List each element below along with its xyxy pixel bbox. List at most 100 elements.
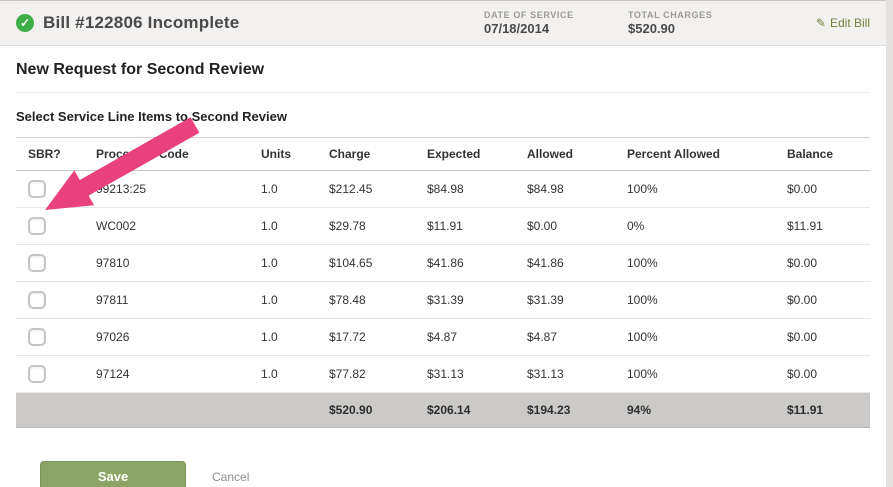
save-button[interactable]: Save bbox=[40, 461, 186, 487]
charge-cell: $17.72 bbox=[317, 318, 415, 356]
charge-cell: $212.45 bbox=[317, 170, 415, 208]
percent-allowed-cell: 100% bbox=[615, 281, 775, 319]
table-header: SBR? Procedure Code Units Charge Expecte… bbox=[16, 137, 870, 171]
service-line-items-table: SBR? Procedure Code Units Charge Expecte… bbox=[16, 137, 870, 428]
charge-cell: $78.48 bbox=[317, 281, 415, 319]
balance-cell: $0.00 bbox=[775, 281, 870, 319]
sbr-cell bbox=[16, 318, 84, 356]
totals-empty-procedure bbox=[84, 392, 249, 428]
col-header-charge: Charge bbox=[317, 137, 415, 171]
charge-cell: $77.82 bbox=[317, 355, 415, 393]
allowed-cell: $31.39 bbox=[515, 281, 615, 319]
procedure-code-cell: WC002 bbox=[84, 207, 249, 245]
pencil-icon: ✎ bbox=[815, 16, 826, 30]
section-subtitle: Select Service Line Items to Second Revi… bbox=[16, 109, 287, 124]
sbr-cell bbox=[16, 355, 84, 393]
units-cell: 1.0 bbox=[249, 244, 317, 282]
expected-cell: $41.86 bbox=[415, 244, 515, 282]
totals-expected: $206.14 bbox=[415, 392, 515, 428]
check-circle-icon: ✓ bbox=[16, 14, 34, 32]
table-row: 97026 1.0 $17.72 $4.87 $4.87 100% $0.00 bbox=[16, 318, 870, 356]
balance-cell: $0.00 bbox=[775, 318, 870, 356]
col-header-allowed: Allowed bbox=[515, 137, 615, 171]
expected-cell: $84.98 bbox=[415, 170, 515, 208]
totals-percent-allowed: 94% bbox=[615, 392, 775, 428]
sbr-checkbox[interactable] bbox=[28, 291, 46, 309]
col-header-procedure-code: Procedure Code bbox=[84, 137, 249, 171]
col-header-expected: Expected bbox=[415, 137, 515, 171]
units-cell: 1.0 bbox=[249, 281, 317, 319]
edit-bill-label: Edit Bill bbox=[829, 16, 870, 30]
percent-allowed-cell: 0% bbox=[615, 207, 775, 245]
sbr-cell bbox=[16, 207, 84, 245]
table-row: 97811 1.0 $78.48 $31.39 $31.39 100% $0.0… bbox=[16, 281, 870, 319]
allowed-cell: $4.87 bbox=[515, 318, 615, 356]
bill-title-group: ✓ Bill #122806 Incomplete bbox=[16, 13, 484, 33]
procedure-code-cell: 97026 bbox=[84, 318, 249, 356]
expected-cell: $31.13 bbox=[415, 355, 515, 393]
table-row: 97124 1.0 $77.82 $31.13 $31.13 100% $0.0… bbox=[16, 355, 870, 393]
allowed-cell: $0.00 bbox=[515, 207, 615, 245]
sbr-cell bbox=[16, 281, 84, 319]
col-header-percent-allowed: Percent Allowed bbox=[615, 137, 775, 171]
sbr-checkbox[interactable] bbox=[28, 217, 46, 235]
percent-allowed-cell: 100% bbox=[615, 244, 775, 282]
table-row: 97810 1.0 $104.65 $41.86 $41.86 100% $0.… bbox=[16, 244, 870, 282]
totals-balance: $11.91 bbox=[775, 392, 870, 428]
expected-cell: $11.91 bbox=[415, 207, 515, 245]
units-cell: 1.0 bbox=[249, 207, 317, 245]
allowed-cell: $84.98 bbox=[515, 170, 615, 208]
sbr-checkbox[interactable] bbox=[28, 328, 46, 346]
sbr-checkbox[interactable] bbox=[28, 254, 46, 272]
totals-allowed: $194.23 bbox=[515, 392, 615, 428]
charge-cell: $104.65 bbox=[317, 244, 415, 282]
units-cell: 1.0 bbox=[249, 170, 317, 208]
expected-cell: $4.87 bbox=[415, 318, 515, 356]
total-charges-label: TOTAL CHARGES bbox=[628, 10, 713, 20]
allowed-cell: $31.13 bbox=[515, 355, 615, 393]
totals-charge: $520.90 bbox=[317, 392, 415, 428]
date-of-service-block: DATE OF SERVICE 07/18/2014 bbox=[484, 10, 628, 36]
units-cell: 1.0 bbox=[249, 355, 317, 393]
percent-allowed-cell: 100% bbox=[615, 318, 775, 356]
col-header-units: Units bbox=[249, 137, 317, 171]
balance-cell: $11.91 bbox=[775, 207, 870, 245]
procedure-code-cell: 97124 bbox=[84, 355, 249, 393]
procedure-code-cell: 99213:25 bbox=[84, 170, 249, 208]
balance-cell: $0.00 bbox=[775, 244, 870, 282]
total-charges-block: TOTAL CHARGES $520.90 bbox=[628, 10, 772, 36]
procedure-code-cell: 97811 bbox=[84, 281, 249, 319]
total-charges-value: $520.90 bbox=[628, 21, 675, 36]
edit-bill-link[interactable]: ✎ Edit Bill bbox=[816, 16, 870, 30]
expected-cell: $31.39 bbox=[415, 281, 515, 319]
totals-empty-sbr bbox=[16, 392, 84, 428]
charge-cell: $29.78 bbox=[317, 207, 415, 245]
table-row: 99213:25 1.0 $212.45 $84.98 $84.98 100% … bbox=[16, 170, 870, 208]
totals-row: $520.90 $206.14 $194.23 94% $11.91 bbox=[16, 392, 870, 428]
col-header-sbr: SBR? bbox=[16, 137, 84, 171]
cancel-link[interactable]: Cancel bbox=[212, 469, 250, 484]
sbr-checkbox[interactable] bbox=[28, 180, 46, 198]
totals-empty-units bbox=[249, 392, 317, 428]
percent-allowed-cell: 100% bbox=[615, 355, 775, 393]
actions-bar: Save Cancel bbox=[40, 461, 870, 487]
sbr-cell bbox=[16, 170, 84, 208]
date-of-service-label: DATE OF SERVICE bbox=[484, 10, 574, 20]
page-title: New Request for Second Review bbox=[16, 46, 870, 93]
sbr-checkbox[interactable] bbox=[28, 365, 46, 383]
percent-allowed-cell: 100% bbox=[615, 170, 775, 208]
sbr-cell bbox=[16, 244, 84, 282]
date-of-service-value: 07/18/2014 bbox=[484, 21, 550, 36]
main-content: New Request for Second Review Select Ser… bbox=[0, 46, 886, 487]
bill-title: Bill #122806 Incomplete bbox=[43, 13, 240, 32]
procedure-code-cell: 97810 bbox=[84, 244, 249, 282]
units-cell: 1.0 bbox=[249, 318, 317, 356]
balance-cell: $0.00 bbox=[775, 355, 870, 393]
table-row: WC002 1.0 $29.78 $11.91 $0.00 0% $11.91 bbox=[16, 207, 870, 245]
col-header-balance: Balance bbox=[775, 137, 870, 171]
line-items-body: 99213:25 1.0 $212.45 $84.98 $84.98 100% … bbox=[16, 170, 870, 393]
allowed-cell: $41.86 bbox=[515, 244, 615, 282]
balance-cell: $0.00 bbox=[775, 170, 870, 208]
bill-header: ✓ Bill #122806 Incomplete DATE OF SERVIC… bbox=[0, 0, 886, 46]
